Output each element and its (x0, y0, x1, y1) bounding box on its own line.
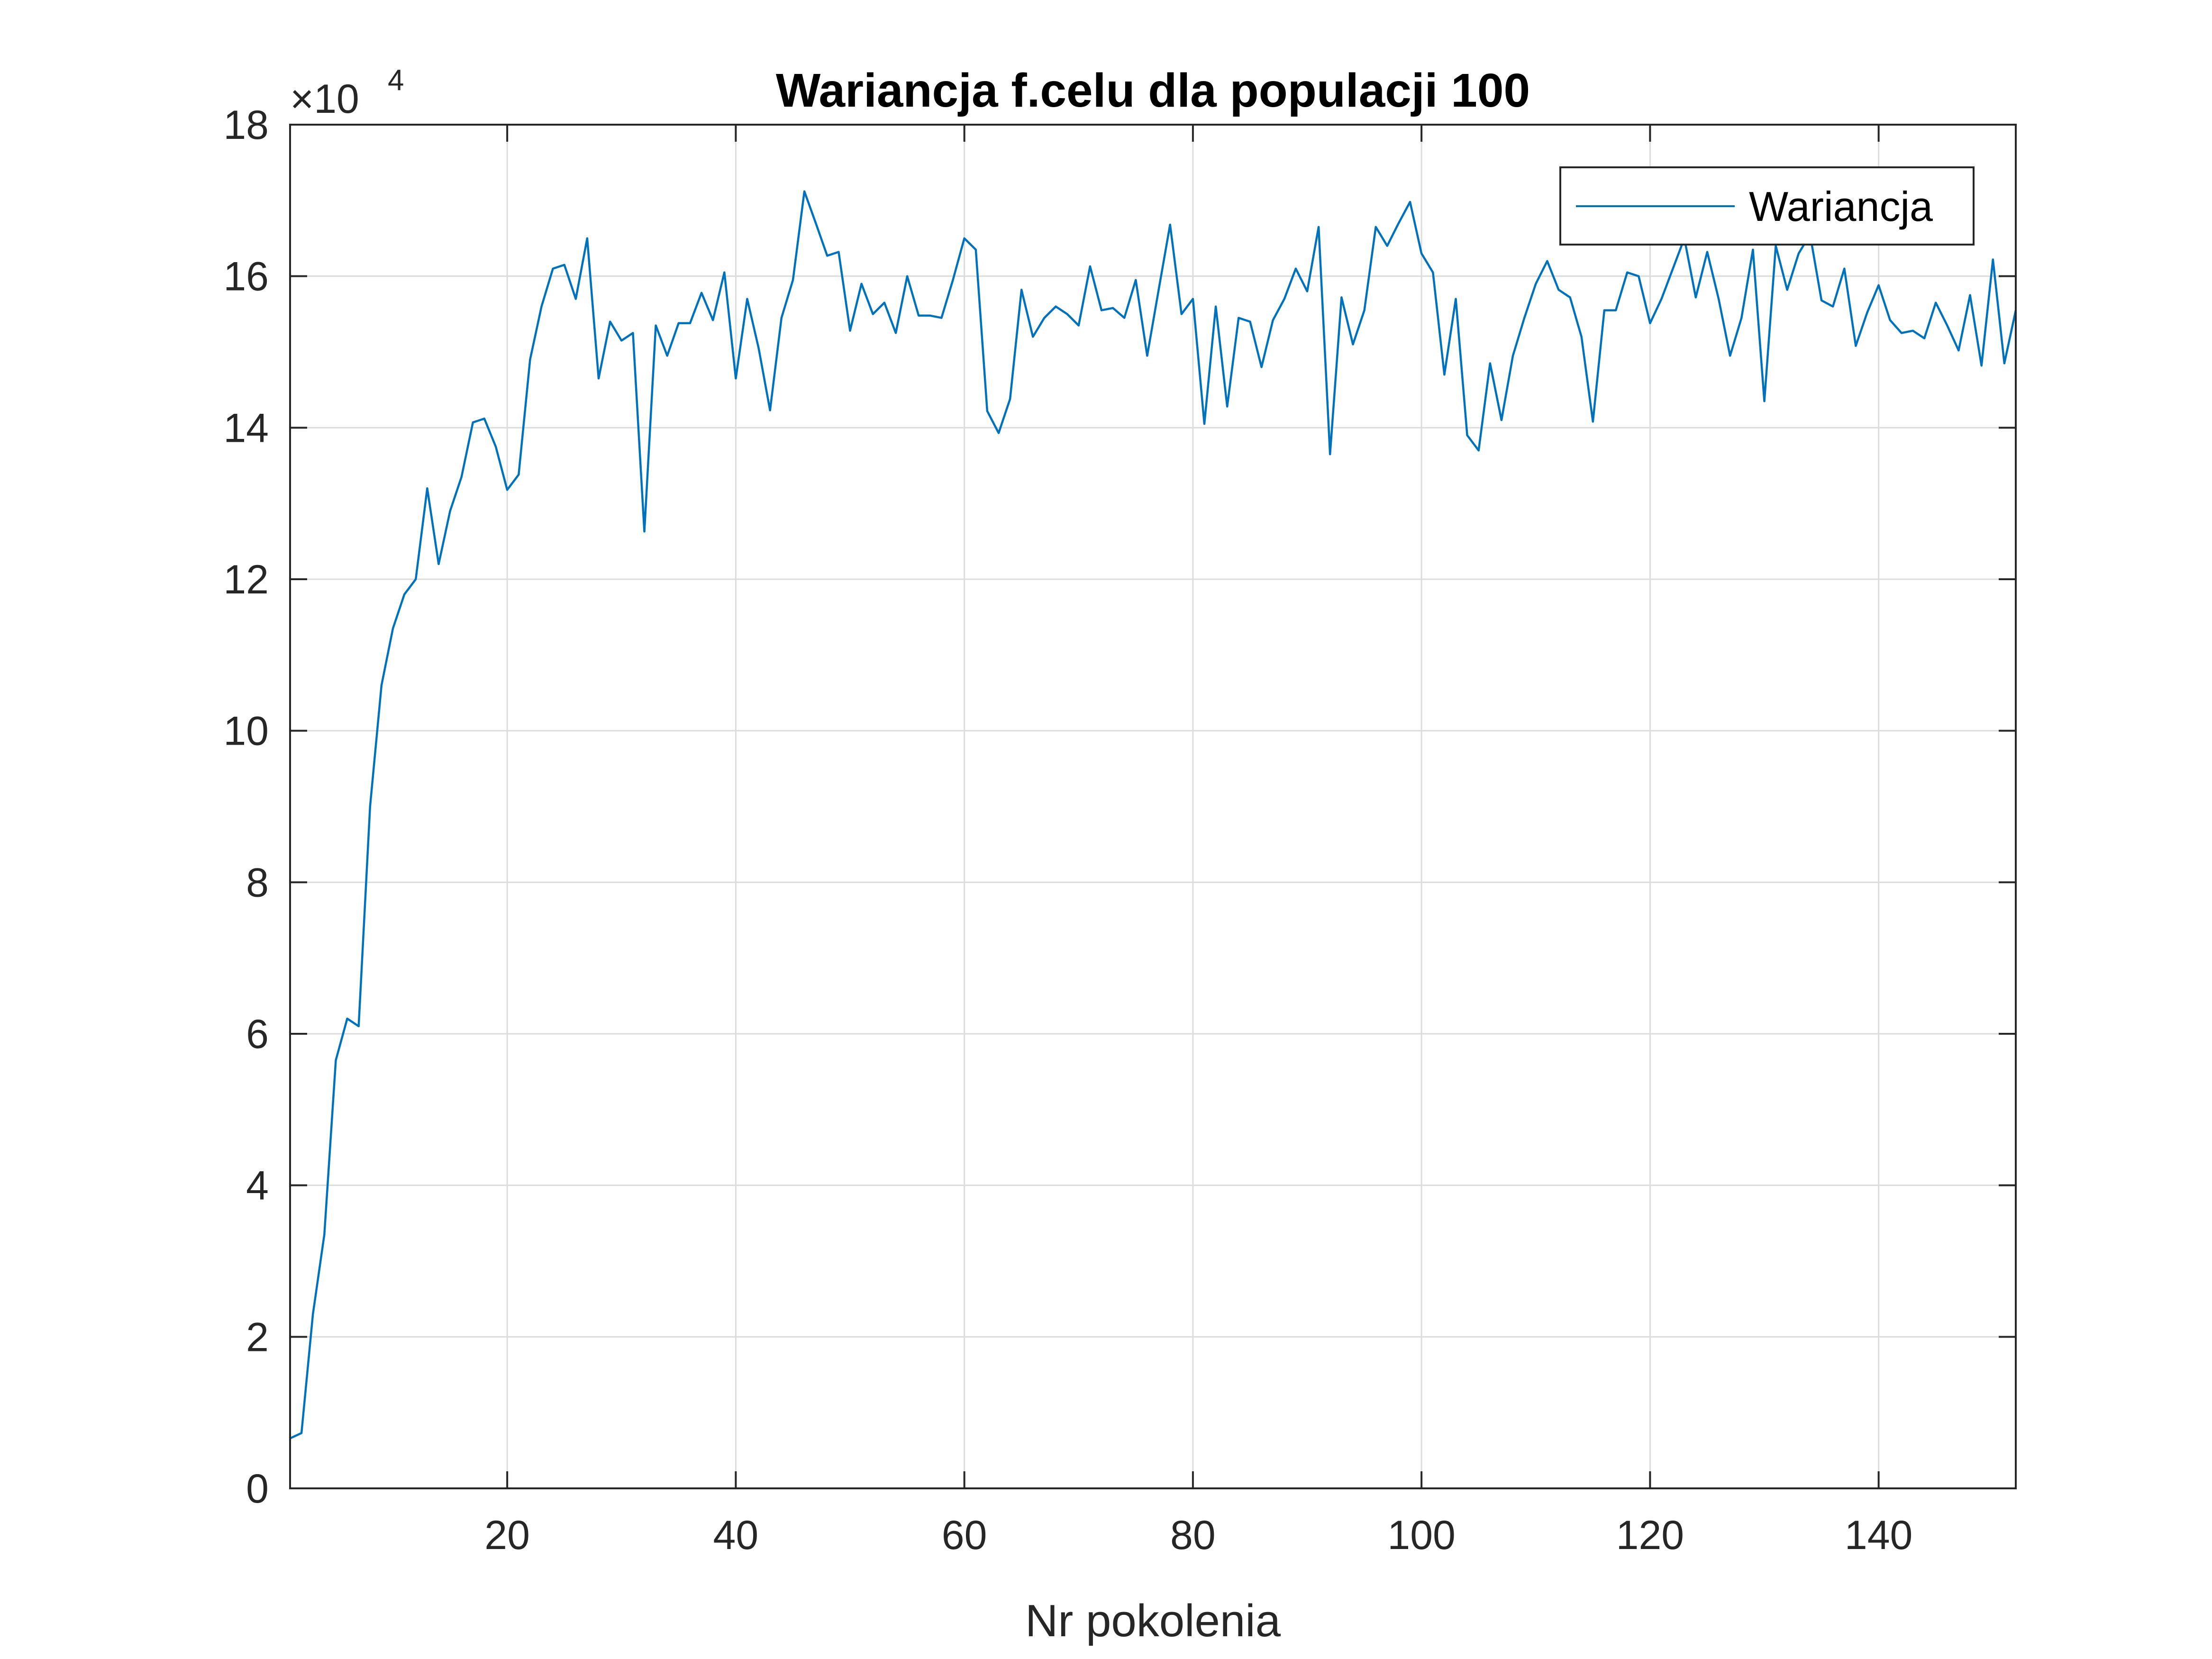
y-tick-label: 12 (223, 557, 269, 602)
y-tick-label: 18 (223, 102, 269, 148)
legend-entry-wariancja: Wariancja (1749, 183, 1933, 230)
y-tick-label: 10 (223, 709, 269, 754)
y-tick-label: 16 (223, 254, 269, 300)
tick-labels: 20 40 60 80 100 120 140 0 2 4 6 8 10 12 14 16 18 (223, 102, 1912, 1558)
y-axis-exponent: ×10 4 (290, 64, 404, 122)
tick-marks (290, 124, 2016, 1489)
y-tick-label: 0 (246, 1466, 269, 1512)
y-exponent-power: 4 (388, 64, 404, 97)
y-tick-label: 2 (246, 1314, 269, 1360)
x-tick-label: 60 (942, 1513, 987, 1558)
x-tick-label: 140 (1845, 1513, 1913, 1558)
x-axis-label: Nr pokolenia (1025, 1595, 1281, 1646)
x-tick-label: 80 (1170, 1513, 1216, 1558)
x-tick-label: 20 (484, 1513, 530, 1558)
series-line-wariancja (290, 190, 2017, 1440)
y-tick-label: 14 (223, 405, 269, 451)
chart-title: Wariancja f.celu dla populacji 100 (776, 64, 1530, 117)
x-tick-label: 100 (1387, 1513, 1456, 1558)
x-tick-label: 40 (713, 1513, 759, 1558)
y-tick-label: 4 (246, 1163, 269, 1209)
grid-lines (290, 125, 2016, 1488)
y-tick-label: 8 (246, 860, 269, 905)
y-exponent-base: ×10 (290, 76, 359, 122)
series-line-layer (290, 190, 2017, 1440)
y-tick-label: 6 (246, 1012, 269, 1057)
axes-frame (289, 124, 2017, 1489)
legend: Wariancja (1559, 166, 1975, 246)
x-tick-label: 120 (1616, 1513, 1684, 1558)
